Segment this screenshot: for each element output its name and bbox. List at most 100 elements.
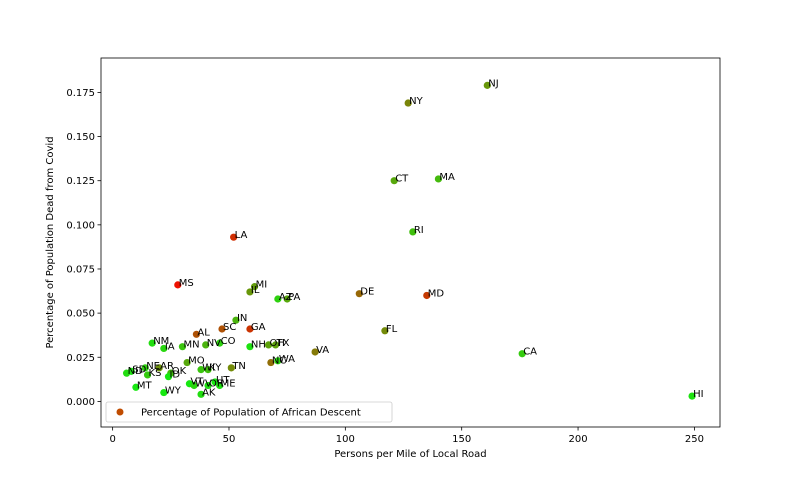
data-point-mn: [178, 343, 187, 351]
point-label-sd: SD: [132, 364, 146, 375]
data-point-nm: [148, 339, 156, 347]
legend-box: [105, 401, 393, 423]
point-label-mt: MT: [137, 380, 153, 391]
point-label-az: AZ: [279, 292, 293, 303]
point-label-nv: NV: [207, 338, 221, 349]
point-label-vt: VT: [190, 377, 204, 388]
data-point-il: [246, 288, 254, 296]
point-label-tx: TX: [276, 338, 290, 349]
data-point-sc: [218, 325, 226, 333]
points-layer: [122, 81, 696, 400]
point-label-ak: AK: [202, 387, 216, 398]
x-tick-label: 100: [336, 434, 355, 445]
data-point-me: [216, 381, 224, 390]
data-point-wy: [160, 388, 168, 397]
x-tick-label: 250: [685, 434, 704, 445]
data-point-ga: [246, 325, 254, 333]
x-axis-title: Persons per Mile of Local Road: [334, 449, 486, 460]
point-label-hi: HI: [693, 389, 703, 400]
point-label-ks: KS: [149, 368, 162, 379]
y-tick-label: 0.000: [66, 397, 95, 408]
point-label-me: ME: [221, 379, 236, 390]
point-label-il: IL: [251, 285, 260, 296]
data-point-nv: [202, 341, 210, 349]
point-label-id: ID: [169, 370, 180, 381]
point-label-in: IN: [237, 313, 247, 324]
point-label-de: DE: [360, 287, 374, 298]
x-tick-label: 0: [109, 434, 115, 445]
point-label-wv: WV: [195, 379, 212, 390]
y-tick-label: 0.175: [66, 88, 95, 99]
point-label-va: VA: [316, 345, 329, 356]
x-axis: 0 50 100 150 200 250: [109, 427, 704, 445]
point-label-nh: NH: [251, 340, 266, 351]
data-point-al: [192, 330, 201, 338]
data-point-wa: [274, 357, 282, 365]
y-tick-label: 0.025: [66, 353, 95, 364]
data-point-tn: [227, 364, 235, 372]
point-label-or: OR: [209, 379, 224, 390]
data-point-oh: [264, 341, 273, 349]
y-tick-label: 0.050: [66, 309, 95, 320]
point-label-ia: IA: [165, 341, 175, 352]
point-label-ga: GA: [251, 322, 266, 333]
data-point-tx: [271, 341, 280, 349]
point-label-ny: NY: [409, 96, 423, 107]
point-label-wa: WA: [279, 354, 295, 365]
data-point-md: [423, 291, 431, 300]
data-point-ne: [141, 364, 149, 372]
data-point-wv: [190, 381, 198, 390]
point-label-nm: NM: [153, 336, 169, 347]
data-point-wi: [197, 366, 205, 374]
plot-frame: [100, 57, 721, 428]
data-point-ak: [197, 390, 205, 398]
data-point-ia: [160, 344, 168, 353]
point-label-wi: WI: [202, 363, 215, 374]
data-point-or: [204, 381, 212, 390]
data-point-ks: [143, 371, 152, 379]
point-label-ma: MA: [439, 172, 455, 183]
y-tick-label: 0.075: [66, 264, 95, 275]
data-point-de: [355, 290, 363, 298]
x-tick-label: 50: [223, 434, 236, 445]
point-label-ne: NE: [146, 361, 160, 372]
data-point-nh: [246, 343, 254, 351]
data-point-ct: [390, 177, 398, 185]
data-point-ky: [204, 366, 212, 374]
data-point-va: [311, 348, 319, 356]
data-point-az: [274, 295, 282, 303]
data-point-ri: [409, 228, 417, 236]
point-label-la: LA: [235, 230, 248, 241]
point-label-ut: UT: [216, 375, 230, 386]
point-label-nc: NC: [272, 356, 286, 367]
y-axis-title: Percentage of Population Dead from Covid: [45, 136, 56, 348]
data-point-ar: [155, 364, 163, 372]
point-label-mo: MO: [188, 356, 205, 367]
legend: Percentage of Population of African Desc…: [105, 401, 393, 423]
data-point-la: [230, 233, 238, 241]
data-point-mi: [250, 283, 259, 291]
x-tick-label: 200: [569, 434, 588, 445]
point-label-fl: FL: [386, 324, 398, 335]
data-point-in: [232, 316, 240, 324]
point-label-ri: RI: [414, 225, 424, 236]
point-label-ky: KY: [209, 363, 222, 374]
data-point-id: [164, 373, 173, 381]
point-label-mn: MN: [183, 340, 199, 351]
data-point-mt: [132, 383, 140, 391]
point-label-tn: TN: [231, 361, 246, 372]
y-tick-label: 0.100: [66, 220, 95, 231]
point-label-pa: PA: [288, 292, 300, 303]
data-point-ms: [174, 281, 182, 289]
point-label-al: AL: [197, 327, 210, 338]
legend-marker: [116, 408, 124, 416]
point-label-nj: NJ: [488, 78, 498, 89]
point-label-ok: OK: [172, 366, 187, 377]
data-point-ca: [518, 350, 526, 358]
point-label-ms: MS: [179, 278, 194, 289]
point-label-md: MD: [428, 288, 445, 299]
point-label-ar: AR: [160, 361, 174, 372]
data-point-fl: [381, 327, 389, 335]
y-tick-label: 0.125: [66, 176, 95, 187]
